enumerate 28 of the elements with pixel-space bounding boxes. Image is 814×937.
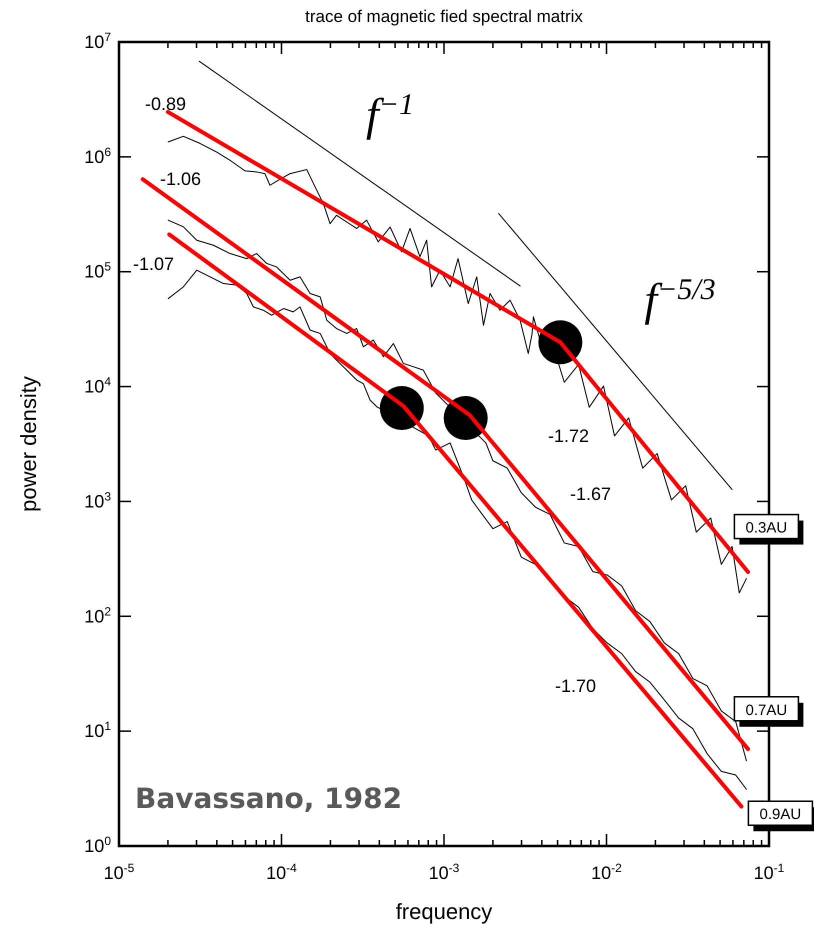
annotation: -1.70 [555,676,596,696]
series-label: 0.7AU [746,702,788,719]
y-tick-label: 10$^{6}$ [84,144,112,167]
y-tick-label: 10$^{7}$ [84,30,112,52]
x-axis-title: frequency [396,899,492,924]
x-tick-label: 10$^{-3}$ [428,861,460,883]
annotation: -1.67 [570,484,612,504]
annotation: -1.06 [160,169,202,189]
annotation: -1.07 [133,254,174,274]
y-tick-label: 10$^{1}$ [84,719,112,742]
annotation: -0.89 [145,94,186,114]
x-tick-label: 10$^{-2}$ [591,861,622,883]
x-tick-label: 10$^{-5}$ [104,861,135,883]
annotation: f$^{−5/3}$ [644,272,716,325]
annotation: -1.72 [548,426,590,446]
annotation: f$^{−1}$ [366,88,414,140]
x-tick-label: 10$^{-4}$ [266,861,298,883]
y-tick-label: 10$^{2}$ [84,604,112,626]
x-tick-label: 10$^{-1}$ [754,861,785,883]
y-tick-label: 10$^{5}$ [84,260,112,282]
y-axis-title: power density [16,376,41,512]
series-label: 0.3AU [746,520,788,537]
chart-title: trace of magnetic fied spectral matrix [305,7,584,26]
y-tick-label: 10$^{0}$ [84,834,112,856]
y-tick-label: 10$^{3}$ [84,489,112,512]
y-tick-label: 10$^{4}$ [84,374,112,397]
series-label: 0.9AU [760,806,802,824]
annotation: Bavassano, 1982 [135,782,402,815]
